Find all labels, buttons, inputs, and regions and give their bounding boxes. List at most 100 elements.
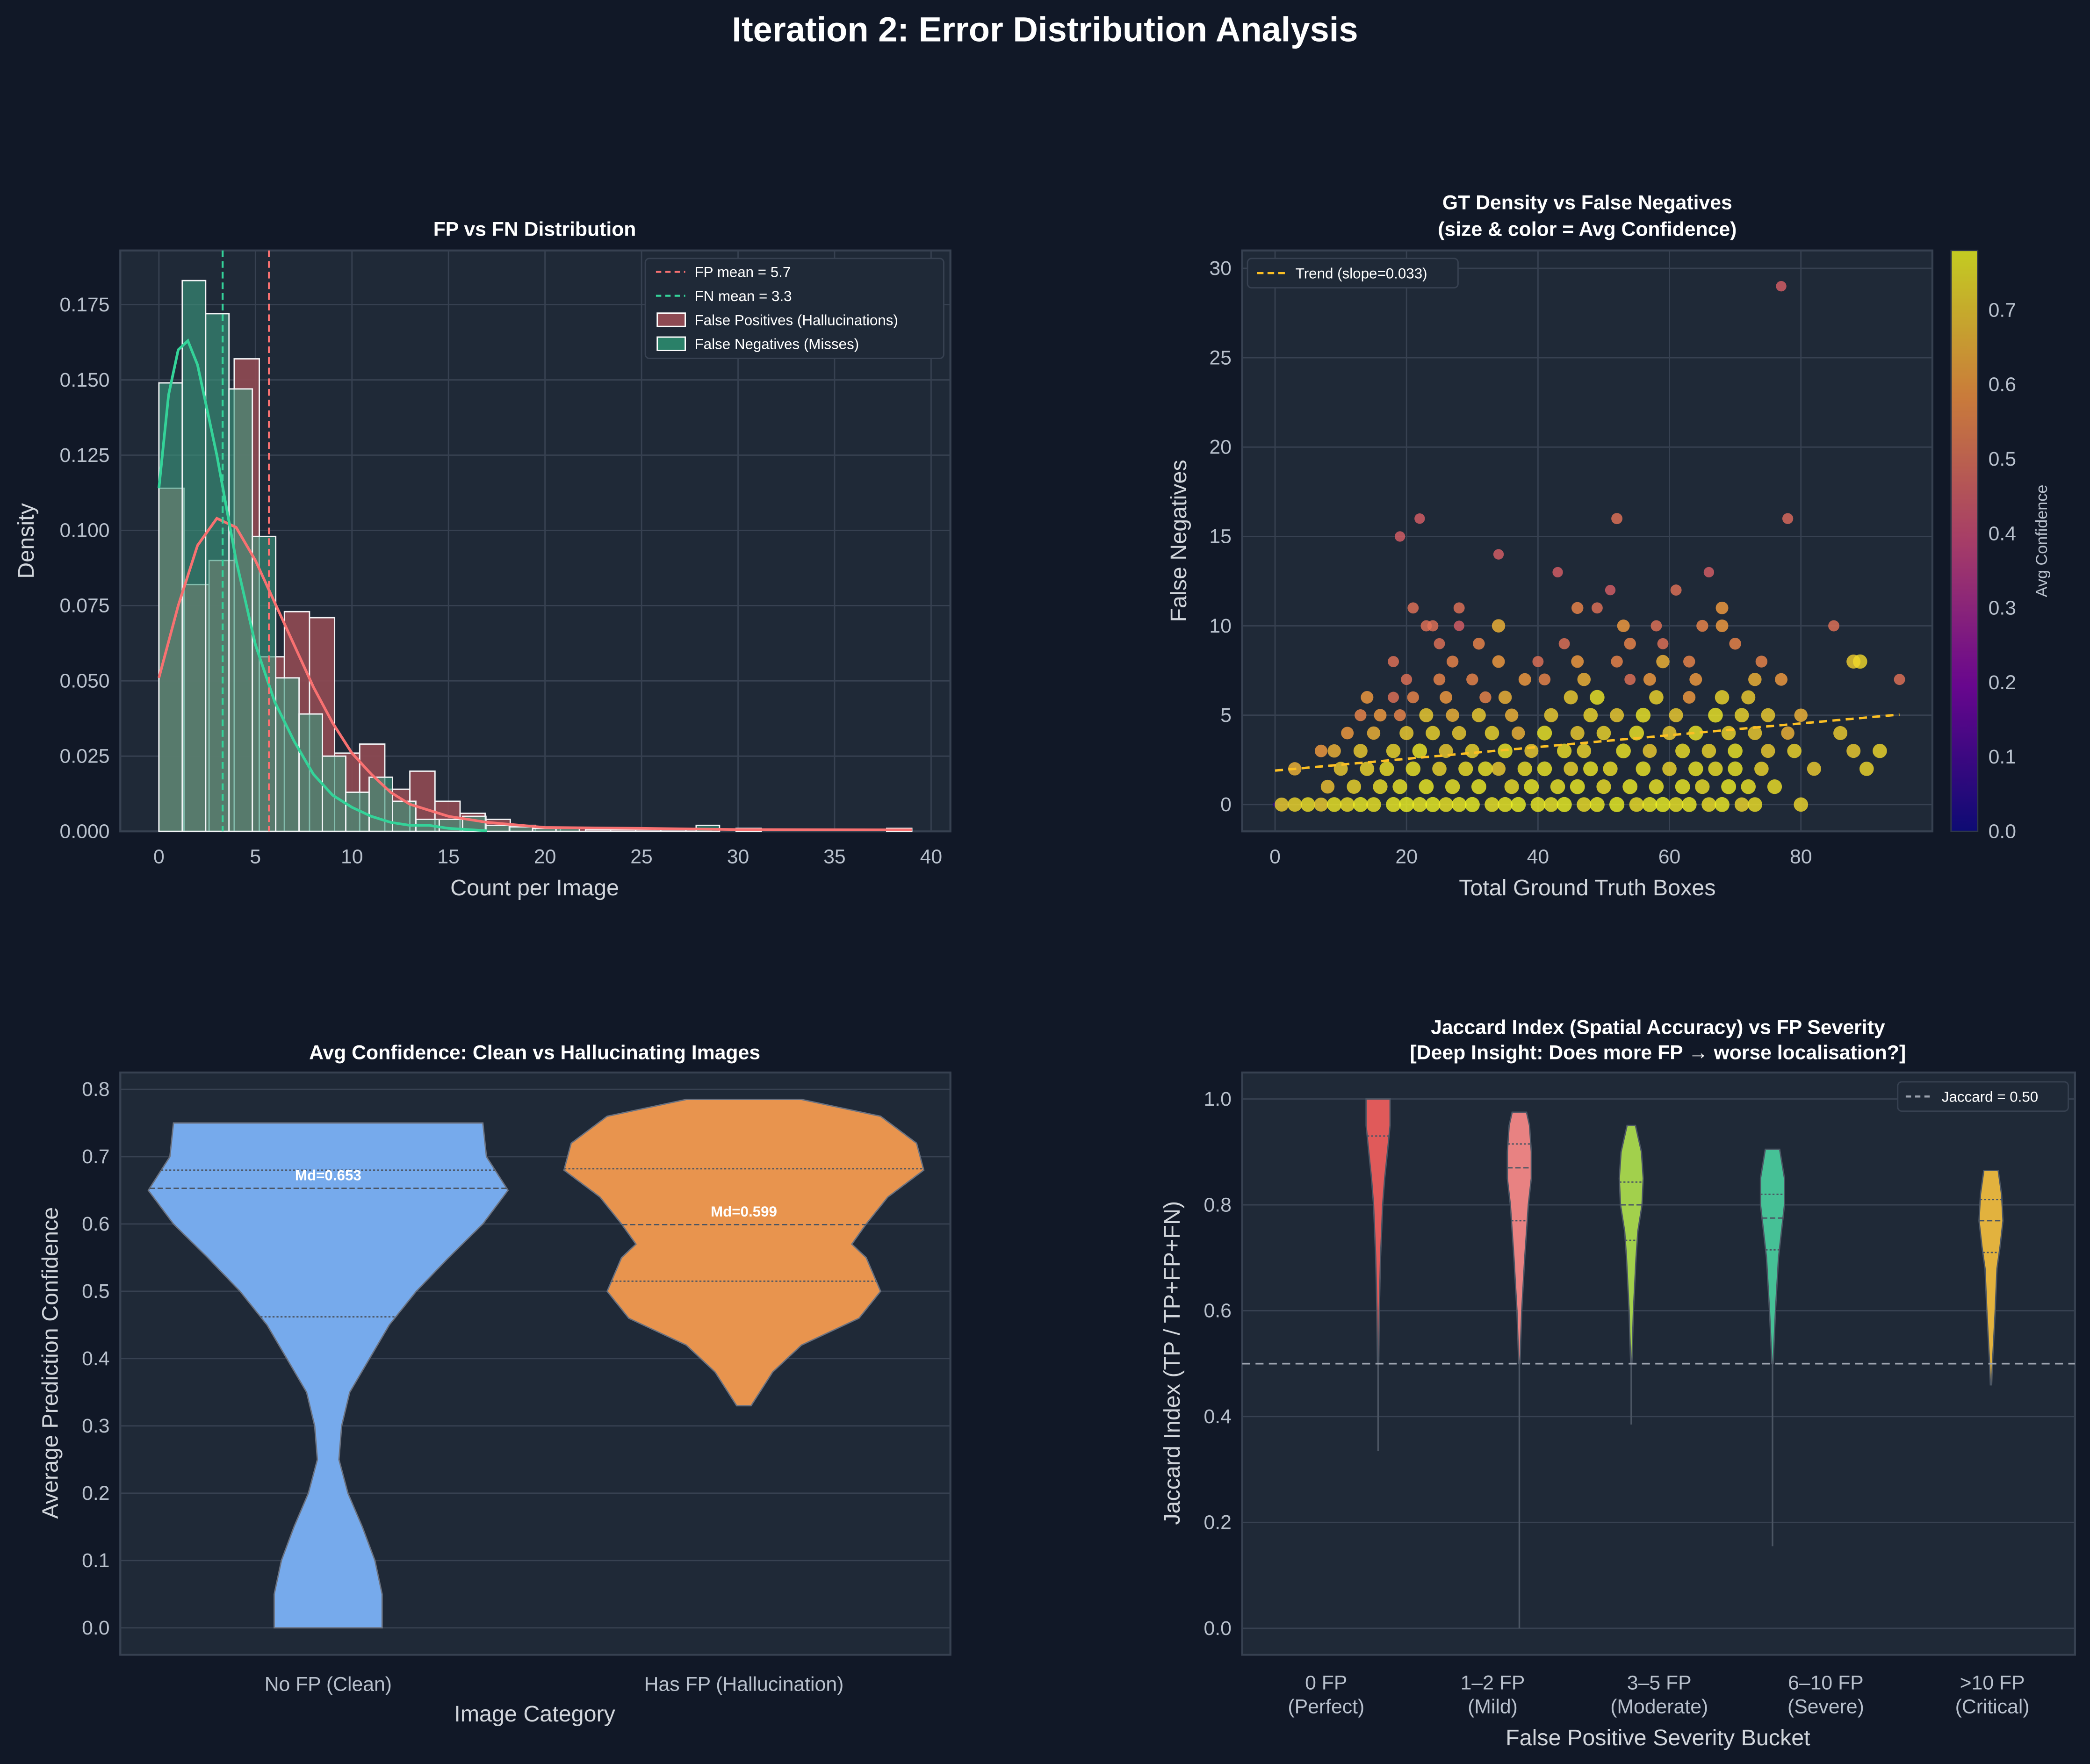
scatter-point [1471, 779, 1486, 794]
scatter-point [1537, 761, 1552, 777]
fn-bar [485, 824, 510, 832]
scatter-point [1478, 761, 1493, 777]
scatter-point [1543, 797, 1559, 812]
colorbar-tick-label: 0.5 [1989, 448, 2016, 470]
x-axis-label: False Positive Severity Bucket [1506, 1725, 1810, 1750]
scatter-point [1438, 797, 1454, 812]
y-tick-label: 0.1 [82, 1549, 109, 1572]
y-tick-label: 0.5 [82, 1280, 109, 1303]
x-tick-sublabel: (Perfect) [1288, 1696, 1364, 1718]
scatter-point [1446, 655, 1459, 668]
scatter-point [1610, 708, 1624, 722]
x-tick-sublabel: (Critical) [1955, 1696, 2030, 1718]
x-tick-label: 15 [437, 846, 460, 868]
scatter-point [1729, 638, 1741, 650]
fp-bar [584, 829, 612, 832]
scatter-point [1636, 761, 1651, 777]
y-tick-label: 0.7 [82, 1145, 109, 1168]
fp-bar [635, 829, 662, 832]
scatter-point [1577, 673, 1591, 686]
colorbar-tick-label: 0.6 [1989, 374, 2016, 396]
y-tick-label: 5 [1220, 704, 1232, 727]
colorbar-tick-label: 0.7 [1989, 299, 2016, 321]
scatter-point [1550, 779, 1565, 794]
scatter-point [1511, 797, 1526, 812]
scatter-point [1662, 762, 1677, 776]
violin-body [1618, 1124, 1644, 1365]
scatter-point [1794, 708, 1808, 722]
scatter-point [1367, 726, 1381, 740]
scatter-point [1320, 779, 1335, 794]
scatter-point [1485, 797, 1499, 812]
scatter-point [1388, 691, 1399, 703]
x-tick-label: 1–2 FP [1461, 1671, 1525, 1694]
legend-fp-mean: FP mean = 5.7 [695, 264, 791, 281]
y-tick-label: 15 [1209, 526, 1232, 548]
scatter-point [1405, 761, 1421, 777]
scatter-point [1583, 708, 1598, 723]
scatter-point [1696, 619, 1708, 632]
violin-body [1978, 1170, 2004, 1386]
fn-bar [298, 713, 324, 832]
x-tick-label: 60 [1658, 846, 1681, 868]
x-tick-label: Has FP (Hallucination) [644, 1673, 844, 1695]
scatter-point [1688, 726, 1703, 741]
scatter-point [1353, 744, 1368, 758]
scatter-point [1624, 674, 1636, 685]
legend: Jaccard = 0.50 [1897, 1081, 2069, 1112]
scatter-point [1399, 797, 1414, 812]
x-tick-sublabel: (Mild) [1468, 1696, 1518, 1718]
scatter-point [1775, 673, 1788, 686]
y-tick-label: 0.075 [60, 595, 110, 617]
panel-subtitle: [Deep Insight: Does more FP → worse loca… [1410, 1042, 1906, 1064]
y-tick-label: 0 [1220, 793, 1232, 816]
scatter-point [1392, 779, 1407, 794]
y-tick-label: 10 [1209, 615, 1232, 637]
scatter-point [1681, 797, 1697, 812]
scatter-point [1583, 761, 1598, 777]
fn-bar [205, 313, 230, 832]
legend-fp-swatch [656, 312, 686, 327]
scatter-point [1781, 726, 1795, 740]
scatter-point [1741, 690, 1756, 705]
x-tick-label: 20 [534, 846, 556, 868]
y-tick-label: 1.0 [1204, 1088, 1232, 1110]
histogram-marks [158, 250, 913, 832]
x-tick-label: 0 FP [1305, 1671, 1347, 1694]
scatter-point [1852, 654, 1867, 669]
y-tick-label: 0.6 [82, 1213, 109, 1235]
scatter-point [1464, 797, 1480, 812]
y-tick-label: 20 [1209, 436, 1232, 459]
scatter-point [1669, 708, 1683, 722]
y-tick-label: 0.4 [1204, 1405, 1232, 1428]
scatter-point [1314, 797, 1328, 812]
scatter-point [1504, 779, 1519, 794]
scatter-point [1446, 708, 1459, 722]
scatter-point [1419, 779, 1434, 794]
scatter-point [1407, 691, 1419, 704]
scatter-point [1571, 602, 1584, 614]
scatter-point [1689, 673, 1702, 686]
scatter-point [1755, 655, 1768, 668]
panel-title: Jaccard Index (Spatial Accuracy) vs FP S… [1431, 1016, 1885, 1038]
scatter-point [1846, 744, 1861, 758]
violin-body [147, 1122, 509, 1629]
scatter-point [1479, 691, 1492, 704]
scatter-point [1394, 531, 1405, 542]
colorbar-tick-label: 0.2 [1989, 671, 2016, 694]
scatter-point [1530, 797, 1546, 812]
scatter-point [1458, 761, 1473, 777]
scatter-point [1498, 797, 1513, 812]
scatter-point [1394, 709, 1406, 721]
violin-body [563, 1099, 925, 1407]
scatter-point [1570, 726, 1585, 740]
scatter-point [1485, 726, 1499, 741]
scatter-point [1675, 743, 1690, 758]
scatter-point [1650, 620, 1662, 632]
scatter-point [1440, 691, 1453, 704]
x-tick-label: 80 [1790, 846, 1812, 868]
scatter-point [1517, 761, 1532, 777]
scatter-point [1603, 761, 1618, 777]
scatter-point [1649, 690, 1664, 705]
scatter-point [1399, 726, 1414, 740]
